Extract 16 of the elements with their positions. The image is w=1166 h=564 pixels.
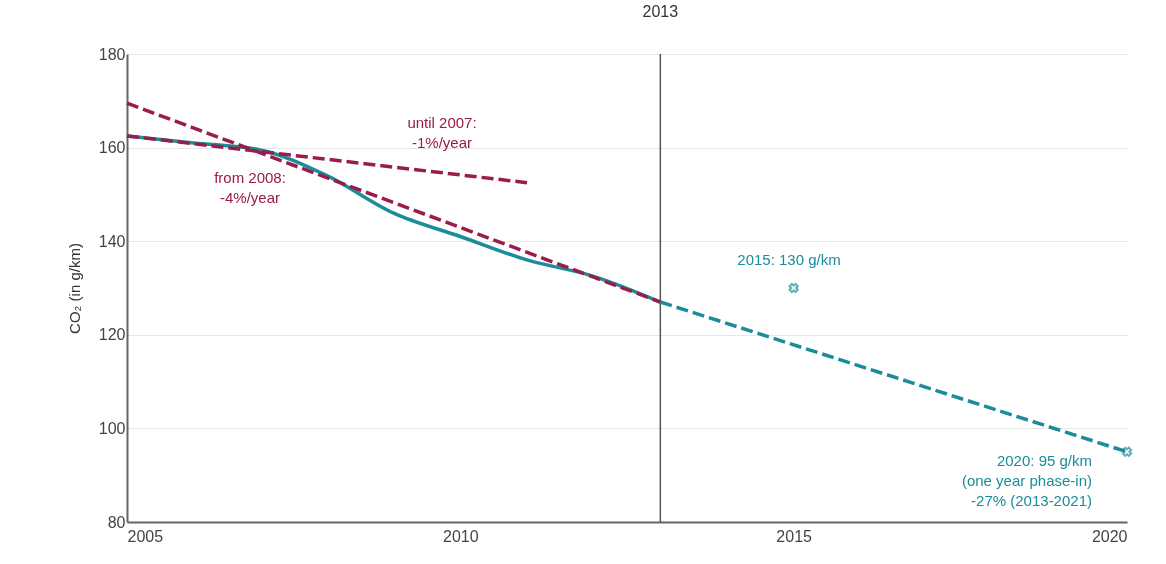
x-tick-label: 2015: [776, 527, 813, 545]
x-tick-label: 2005: [127, 527, 164, 545]
y-tick-label: 140: [98, 232, 126, 250]
annotation: from 2008: -4%/year: [214, 169, 286, 206]
y-tick-label: 160: [98, 139, 126, 157]
x-tick-label: 2020: [1091, 527, 1128, 545]
y-tick-label: 80: [107, 513, 126, 531]
y-tick-label: 100: [98, 419, 126, 437]
y-axis-title: CO₂ (in g/km): [65, 243, 83, 334]
annotation: 2015: 130 g/km: [737, 251, 841, 268]
x-tick-label: 2010: [443, 527, 479, 545]
annotation: until 2007: -1%/year: [407, 114, 477, 151]
y-tick-label: 120: [98, 326, 126, 344]
y-tick-label: 180: [98, 45, 126, 63]
annotation: 2020: 95 g/km (one year phase-in) -27% (2013-2021): [961, 452, 1092, 509]
ref-line-label: 2013: [642, 3, 679, 20]
